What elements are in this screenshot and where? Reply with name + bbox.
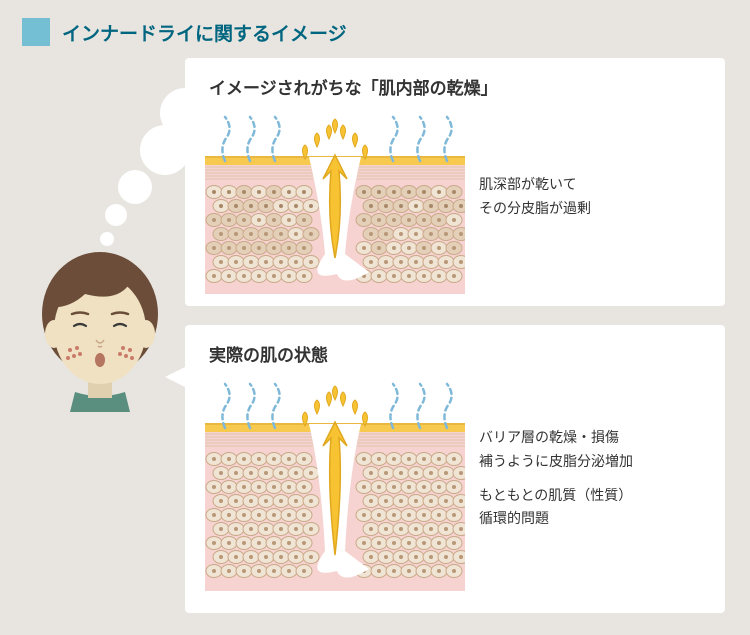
caption-line: 循環的問題 <box>479 510 549 526</box>
caption-line: 肌深部が乾いて <box>479 176 577 192</box>
caption-line: もともとの肌質（性質） <box>479 487 632 503</box>
mouth <box>95 353 105 367</box>
panel-actual: 実際の肌の状態 バリア層の乾燥・損傷 補うように皮脂分泌増加 もともとの肌質（性… <box>185 325 725 613</box>
skin-diagram-actual <box>205 376 465 591</box>
panel-imagined-title: イメージされがちな「肌内部の乾燥」 <box>205 74 705 99</box>
caption-line: その分皮脂が過剰 <box>479 200 591 216</box>
caption-line: 補うように皮脂分泌増加 <box>479 453 633 469</box>
panel-actual-caption: バリア層の乾燥・損傷 補うように皮脂分泌増加 もともとの肌質（性質） 循環的問題 <box>465 426 705 541</box>
caption-line: バリア層の乾燥・損傷 <box>479 429 619 445</box>
header-square-icon <box>22 18 50 46</box>
face-illustration <box>30 252 170 412</box>
panel-imagined: イメージされがちな「肌内部の乾燥」 肌深部が乾いて その分皮脂が過剰 <box>185 58 725 306</box>
skin-diagram-imagined <box>205 109 465 294</box>
panel-actual-title: 実際の肌の状態 <box>205 341 705 366</box>
panel-imagined-caption: 肌深部が乾いて その分皮脂が過剰 <box>465 173 705 231</box>
page-title: インナードライに関するイメージ <box>62 19 347 46</box>
